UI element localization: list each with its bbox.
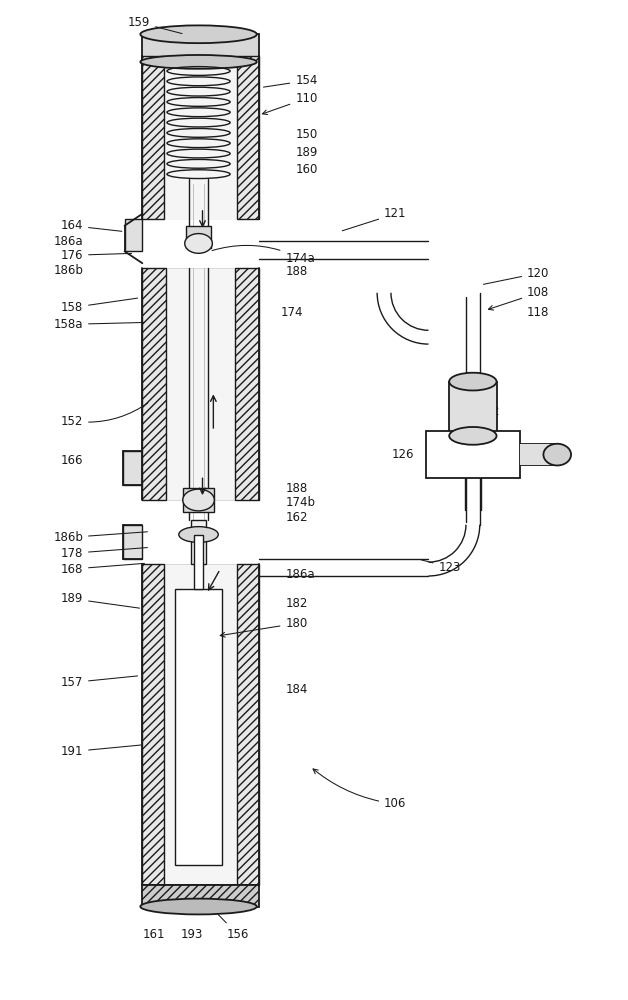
Text: 184: 184: [285, 683, 308, 696]
Bar: [143, 56, 164, 219]
Text: 162: 162: [285, 511, 308, 524]
Text: 154: 154: [264, 74, 318, 87]
Ellipse shape: [179, 527, 219, 542]
Text: 126: 126: [392, 448, 414, 461]
Text: 168: 168: [61, 563, 144, 576]
Text: 159: 159: [128, 16, 182, 34]
Text: 176: 176: [61, 249, 132, 262]
Text: 189: 189: [295, 146, 318, 159]
Text: 150: 150: [295, 128, 318, 141]
Bar: [237, 564, 259, 885]
Bar: [449, 382, 497, 436]
Text: 158a: 158a: [53, 318, 144, 331]
Ellipse shape: [140, 55, 257, 69]
Text: 174: 174: [281, 306, 303, 319]
Text: 174b: 174b: [285, 496, 315, 509]
Bar: [143, 268, 166, 500]
Text: 178: 178: [61, 547, 148, 560]
Text: 156: 156: [210, 907, 249, 941]
Text: 118: 118: [527, 306, 550, 319]
Text: 188: 188: [285, 482, 308, 495]
Ellipse shape: [543, 444, 571, 465]
Text: 186a: 186a: [53, 235, 83, 248]
Text: 110: 110: [263, 92, 318, 115]
Text: 186a: 186a: [285, 568, 315, 581]
Text: 166: 166: [61, 454, 83, 467]
Text: 161: 161: [143, 928, 165, 941]
Bar: [143, 564, 164, 885]
Ellipse shape: [140, 25, 257, 43]
Text: 186b: 186b: [53, 531, 148, 544]
Bar: [191, 520, 207, 564]
Text: 180: 180: [220, 617, 308, 637]
Text: 174a: 174a: [212, 245, 315, 265]
Text: 182: 182: [285, 597, 308, 610]
Bar: [175, 589, 222, 865]
Text: 122: 122: [478, 400, 501, 418]
Bar: [426, 431, 520, 478]
Text: 189: 189: [61, 592, 139, 608]
Bar: [520, 444, 557, 465]
Bar: [143, 885, 259, 907]
Ellipse shape: [183, 489, 214, 511]
Ellipse shape: [449, 373, 497, 390]
Bar: [122, 451, 143, 485]
Text: 152: 152: [61, 403, 148, 428]
Bar: [186, 226, 212, 248]
Bar: [237, 56, 259, 219]
Ellipse shape: [185, 234, 212, 253]
Bar: [143, 34, 259, 62]
Ellipse shape: [449, 427, 497, 445]
Text: 106: 106: [313, 769, 406, 810]
Bar: [193, 535, 203, 589]
Bar: [166, 268, 235, 500]
Text: 191: 191: [61, 745, 141, 758]
Bar: [164, 56, 237, 219]
Text: 158: 158: [61, 298, 138, 314]
Bar: [122, 525, 143, 559]
Text: 126: 126: [461, 446, 485, 459]
Ellipse shape: [140, 899, 257, 914]
Bar: [183, 488, 214, 512]
Text: 188: 188: [285, 265, 308, 278]
Text: 160: 160: [295, 163, 318, 176]
Text: 193: 193: [180, 928, 203, 941]
Bar: [164, 564, 237, 885]
Text: 120: 120: [484, 267, 550, 284]
Text: 108: 108: [489, 286, 550, 310]
Text: 123: 123: [421, 560, 461, 574]
Bar: [124, 219, 143, 251]
Bar: [235, 268, 259, 500]
Text: 121: 121: [342, 207, 406, 231]
Text: 164: 164: [61, 219, 122, 232]
Text: 186b: 186b: [53, 264, 83, 277]
Text: 157: 157: [61, 676, 138, 689]
